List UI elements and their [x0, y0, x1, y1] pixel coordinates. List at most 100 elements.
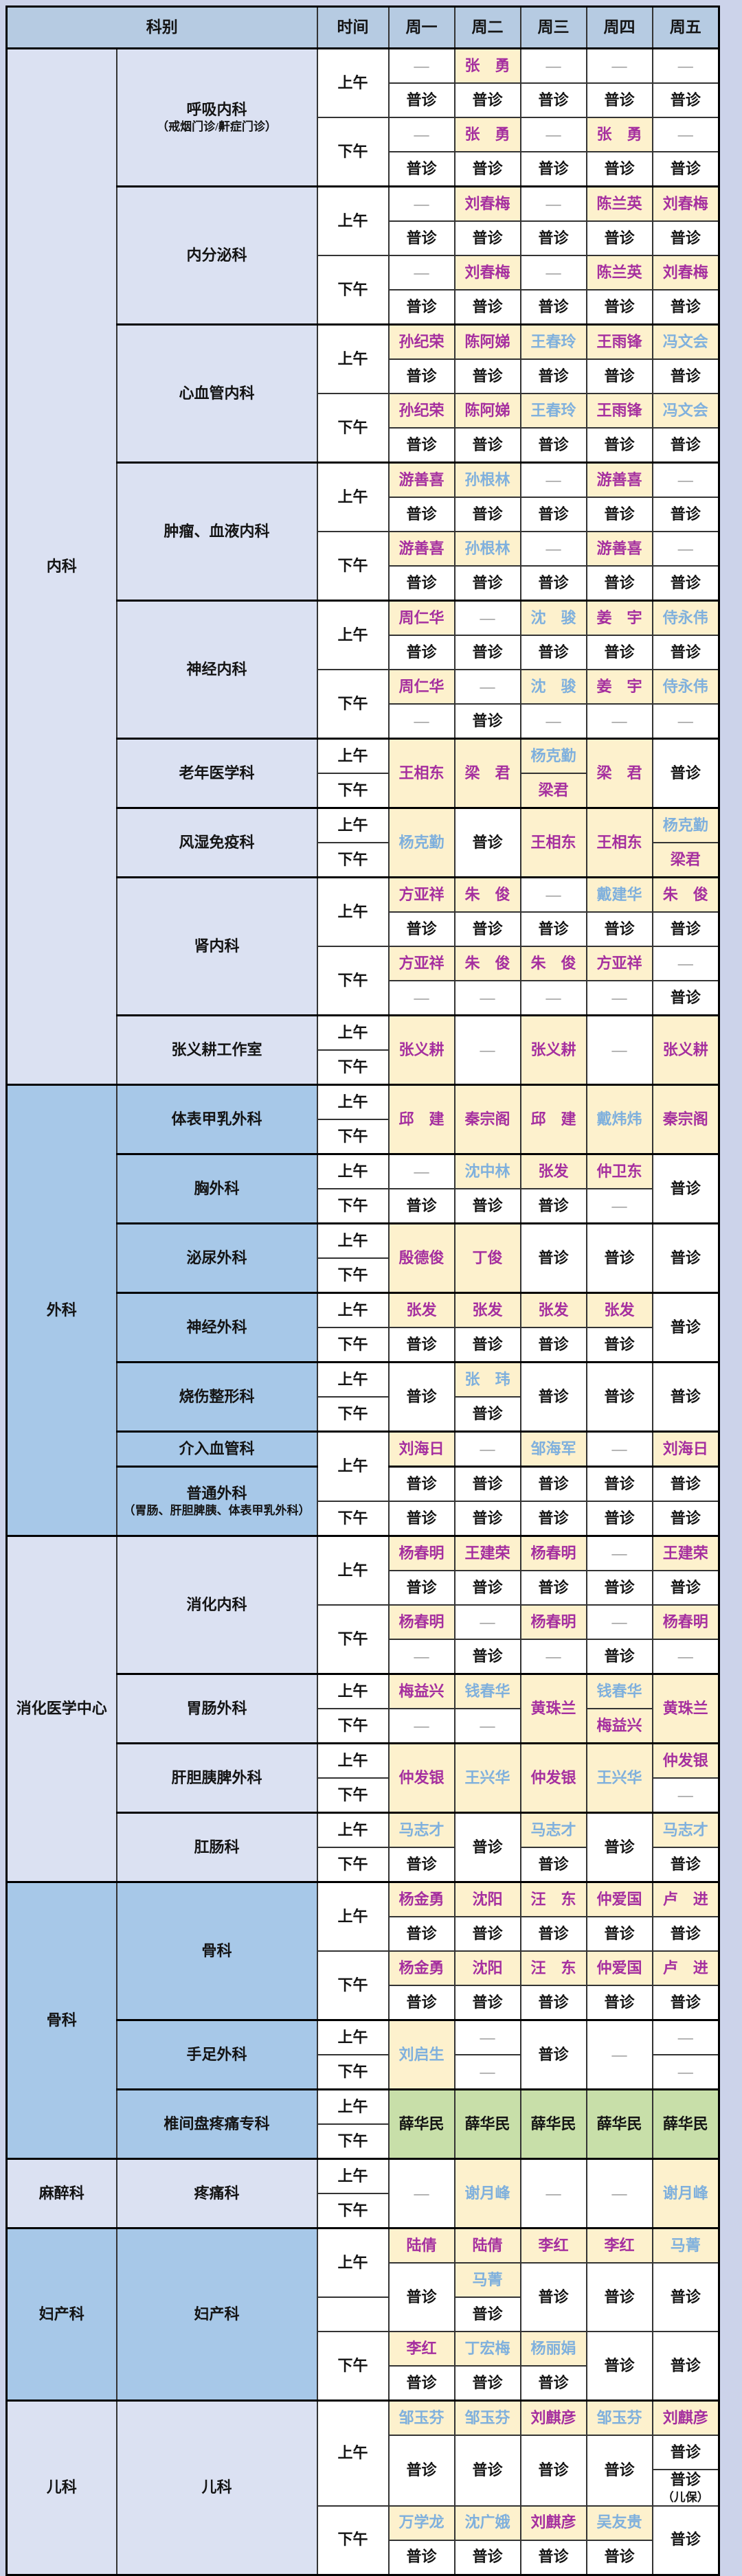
department-label: 儿科 — [115, 2400, 318, 2576]
schedule-cell: — — [585, 1014, 653, 1086]
schedule-cell: — — [585, 47, 653, 84]
schedule-cell: 普诊 — [651, 1153, 720, 1224]
schedule-cell: 张发 — [519, 1153, 587, 1189]
schedule-cell: 普诊 — [651, 427, 720, 464]
schedule-cell: 谢月峰 — [651, 2158, 720, 2229]
schedule-cell: 普诊 — [651, 1570, 720, 1606]
schedule-cell: 普诊 — [453, 1985, 521, 2021]
time-label: 下午 — [316, 2193, 390, 2229]
schedule-cell: 普诊 — [585, 151, 653, 187]
schedule-cell: — — [387, 980, 456, 1016]
schedule-cell: 丁宏梅 — [453, 2331, 521, 2367]
schedule-cell: 普诊 — [519, 1188, 587, 1224]
schedule-cell: 邱 建 — [387, 1084, 456, 1155]
schedule-cell: — — [519, 703, 587, 740]
schedule-cell: 杨克勤 — [519, 738, 587, 774]
schedule-cell: 张 勇 — [453, 47, 521, 84]
schedule-cell: 沈中林 — [453, 1153, 521, 1189]
schedule-cell: 普诊 — [453, 358, 521, 394]
schedule-cell: 王兴华 — [585, 1742, 653, 1814]
time-label: 上午 — [316, 323, 390, 394]
schedule-cell: — — [387, 255, 456, 290]
schedule-cell: 普诊 — [519, 2019, 587, 2090]
schedule-cell: 普诊 — [387, 151, 456, 187]
time-label: 上午 — [316, 1361, 390, 1398]
schedule-cell: 孙纪荣 — [387, 393, 456, 429]
time-label: 上午 — [316, 2227, 390, 2298]
schedule-cell: 刘海日 — [651, 1431, 720, 1468]
schedule-cell: 普诊 — [651, 1292, 720, 1363]
label-subline: （戒烟门诊/鼾症门诊） — [157, 120, 277, 134]
schedule-cell: 普诊 — [585, 1327, 653, 1363]
schedule-cell: 普诊 — [651, 497, 720, 532]
schedule-cell: 黄珠兰 — [519, 1673, 587, 1744]
schedule-cell: 朱 俊 — [519, 946, 587, 981]
schedule-cell: — — [519, 2158, 587, 2229]
schedule-cell: 普诊 — [651, 980, 720, 1016]
schedule-cell: 刘麒彦 — [651, 2400, 720, 2436]
schedule-cell: 普诊 — [453, 635, 521, 670]
time-label: 上午 — [316, 1881, 390, 1952]
department-label: 体表甲乳外科 — [115, 1084, 318, 1155]
department-label: 肿瘤、血液内科 — [115, 461, 318, 602]
time-label: 上午 — [316, 1153, 390, 1189]
group-label: 消化医学中心 — [5, 1535, 117, 1883]
schedule-cell: 汪 东 — [519, 1881, 587, 1917]
schedule-cell: — — [453, 1431, 521, 1468]
schedule-cell: 马志才 — [651, 1812, 720, 1848]
time-label: 下午 — [316, 1188, 390, 1224]
schedule-cell: 薛华民 — [387, 2088, 456, 2160]
schedule-cell: — — [453, 600, 521, 636]
schedule-cell: 普诊 — [387, 358, 456, 394]
schedule-cell: 王建荣 — [651, 1535, 720, 1571]
time-label: 下午 — [316, 1049, 390, 1086]
schedule-cell: 李红 — [519, 2227, 587, 2264]
schedule-cell: 普诊 — [453, 2365, 521, 2402]
time-label: 上午 — [316, 2088, 390, 2125]
schedule-cell: — — [453, 980, 521, 1016]
schedule-cell: 仲爱国 — [585, 1881, 653, 1917]
time-label: 下午 — [316, 2331, 390, 2402]
department-label: 椎间盘疼痛专科 — [115, 2088, 318, 2160]
schedule-cell: 邱 建 — [519, 1084, 587, 1155]
schedule-cell: 普诊 — [651, 1985, 720, 2021]
time-label: 上午 — [316, 1535, 390, 1606]
schedule-cell: — — [585, 1188, 653, 1224]
schedule-cell: 普诊 — [387, 2365, 456, 2402]
schedule-cell: 普诊 — [651, 2262, 720, 2332]
schedule-cell: 普诊 — [519, 2435, 587, 2507]
group-label: 内科 — [5, 47, 117, 1086]
schedule-cell: 陈阿娣 — [453, 323, 521, 360]
schedule-cell: 张发 — [585, 1292, 653, 1328]
schedule-cell: 普诊 — [651, 565, 720, 602]
schedule-cell: 梅益兴 — [585, 1708, 653, 1744]
schedule-cell: 普诊 — [519, 1327, 587, 1363]
schedule-cell: — — [651, 2019, 720, 2055]
schedule-cell: 仲发银 — [387, 1742, 456, 1814]
schedule-cell: 陈兰英 — [585, 185, 653, 222]
time-label: 上午 — [316, 1742, 390, 1779]
time-label: 上午 — [316, 738, 390, 774]
schedule-cell: 普诊 — [651, 911, 720, 947]
schedule-cell: 普诊 — [519, 1466, 587, 1502]
schedule-cell: 普诊 — [585, 1501, 653, 1537]
schedule-cell: 张发 — [387, 1292, 456, 1328]
header-cell: 时间 — [316, 5, 390, 49]
schedule-cell: — — [387, 1639, 456, 1675]
schedule-cell: 张 勇 — [585, 117, 653, 152]
schedule-cell: 杨春明 — [519, 1535, 587, 1571]
schedule-cell: 沈阳 — [453, 1950, 521, 1986]
schedule-cell: 戴炜炜 — [585, 1084, 653, 1155]
group-label: 儿科 — [5, 2400, 117, 2576]
schedule-cell: — — [651, 461, 720, 498]
schedule-body: 内科 呼吸内科 （戒烟门诊/鼾症门诊） 上午 — 张 勇 — — — 普诊 普诊 普诊 普诊 普诊 下午 — 张… — [5, 47, 720, 2576]
schedule-cell: 杨春明 — [387, 1535, 456, 1571]
schedule-cell: 梁君 — [519, 773, 587, 809]
schedule-cell: 谢月峰 — [453, 2158, 521, 2229]
schedule-cell: 杨春明 — [387, 1604, 456, 1640]
schedule-cell: 普诊 — [519, 635, 587, 670]
department-label: 老年医学科 — [115, 738, 318, 809]
time-label: 上午 — [316, 1084, 390, 1120]
schedule-cell: 卢 进 — [651, 1950, 720, 1986]
time-label: 上午 — [316, 1812, 390, 1848]
